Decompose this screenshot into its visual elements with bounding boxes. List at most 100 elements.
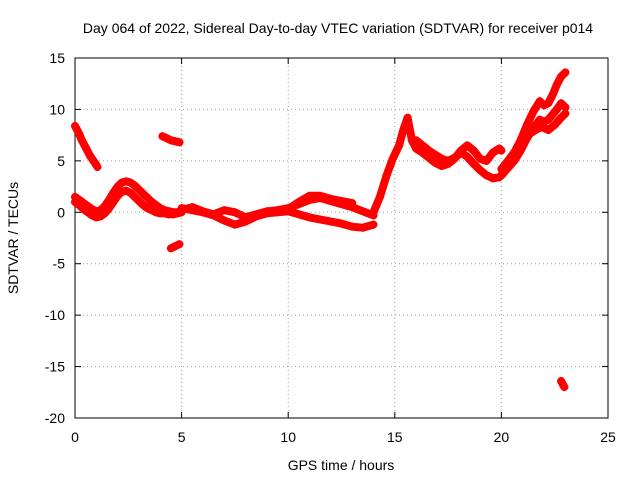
data-point xyxy=(100,209,109,218)
data-point xyxy=(158,132,167,141)
data-point xyxy=(399,126,408,134)
x-tick-label: 20 xyxy=(494,429,510,445)
data-point xyxy=(482,171,491,180)
x-tick-label: 5 xyxy=(178,429,186,445)
data-point xyxy=(412,136,421,145)
data-point xyxy=(93,163,102,172)
data-point xyxy=(143,193,152,202)
y-tick-label: 15 xyxy=(49,50,65,66)
data-point xyxy=(488,148,497,157)
data-point xyxy=(134,185,143,194)
data-point xyxy=(522,120,531,129)
data-point xyxy=(337,219,346,228)
data-point xyxy=(273,206,282,215)
data-point xyxy=(488,174,497,183)
data-point xyxy=(552,80,561,89)
data-point xyxy=(529,107,538,116)
data-point xyxy=(552,105,561,114)
data-point xyxy=(348,199,357,208)
data-point xyxy=(431,158,440,167)
data-point xyxy=(305,191,314,200)
data-point xyxy=(284,205,293,214)
series-track-e xyxy=(166,240,184,253)
data-point xyxy=(463,141,472,150)
series-track-a xyxy=(71,121,102,172)
x-axis-label: GPS time / hours xyxy=(288,457,395,473)
data-point xyxy=(326,194,335,203)
axis-ticks xyxy=(74,57,609,419)
data-point xyxy=(316,191,325,200)
data-point xyxy=(535,97,544,106)
data-point xyxy=(550,120,559,129)
data-point xyxy=(548,110,557,119)
data-point xyxy=(126,188,135,197)
series-track-j xyxy=(412,136,512,183)
series-track-m xyxy=(518,109,570,147)
data-point xyxy=(109,198,118,206)
data-point xyxy=(476,154,485,163)
data-point xyxy=(77,135,86,144)
data-point xyxy=(424,146,433,155)
data-point xyxy=(169,210,178,219)
data-point xyxy=(557,99,566,108)
data-point xyxy=(175,240,184,249)
data-point xyxy=(252,210,261,219)
data-point xyxy=(348,222,357,231)
data-point xyxy=(152,208,161,217)
data-point xyxy=(81,143,90,152)
data-point xyxy=(79,205,88,214)
data-point xyxy=(456,148,465,157)
x-tick-label: 10 xyxy=(280,429,296,445)
data-point xyxy=(382,172,391,181)
data-point xyxy=(469,146,478,155)
data-point xyxy=(79,139,88,148)
data-point xyxy=(152,201,161,210)
data-point xyxy=(540,101,549,110)
data-point xyxy=(560,383,569,392)
data-point xyxy=(139,189,148,198)
data-point xyxy=(117,178,126,187)
data-point xyxy=(143,204,152,213)
y-tick-label: 0 xyxy=(57,204,65,220)
data-point xyxy=(418,141,427,150)
data-point xyxy=(230,220,239,229)
data-point xyxy=(561,68,570,77)
data-point xyxy=(139,201,148,210)
series-line xyxy=(71,177,186,217)
data-point xyxy=(531,126,540,134)
y-tick-label: 10 xyxy=(49,101,65,117)
data-point xyxy=(126,178,135,187)
data-point xyxy=(166,136,175,145)
grid-lines xyxy=(75,58,608,418)
data-point xyxy=(431,150,440,159)
data-point xyxy=(497,171,506,180)
data-point xyxy=(220,216,229,225)
data-point xyxy=(160,209,169,218)
data-point xyxy=(326,217,335,226)
data-point xyxy=(444,156,453,165)
data-point xyxy=(171,137,180,146)
data-point xyxy=(175,138,184,147)
data-point xyxy=(388,154,397,163)
data-point xyxy=(177,206,186,215)
data-point xyxy=(147,206,156,215)
data-point xyxy=(147,198,156,206)
x-tick-labels: 0 5 10 15 20 25 xyxy=(71,429,616,445)
data-point xyxy=(557,113,566,122)
chart-title: Day 064 of 2022, Sidereal Day-to-day VTE… xyxy=(83,20,593,36)
data-point xyxy=(198,207,207,216)
data-marks xyxy=(71,68,570,392)
series-line xyxy=(369,113,506,217)
x-tick-label: 0 xyxy=(71,429,79,445)
data-point xyxy=(73,126,82,134)
data-point xyxy=(375,192,384,201)
data-point xyxy=(561,109,570,118)
data-point xyxy=(358,207,367,216)
data-point xyxy=(113,191,122,200)
data-point xyxy=(122,177,131,186)
data-point xyxy=(358,223,367,232)
data-point xyxy=(209,210,218,219)
y-tick-label: -5 xyxy=(53,256,66,272)
data-point xyxy=(71,198,79,206)
